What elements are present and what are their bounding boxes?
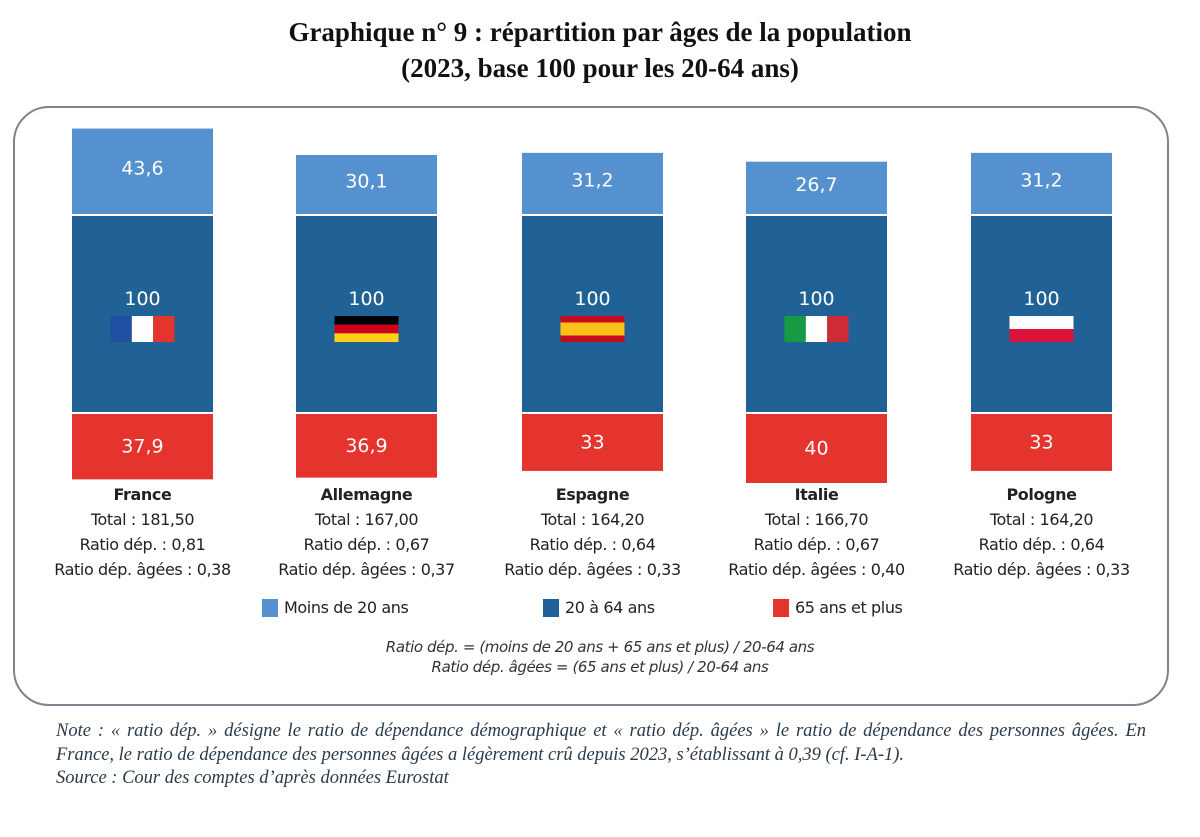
country-name: Pologne: [1006, 485, 1077, 504]
country-info-espagne: Espagne Total : 164,20 Ratio dép. : 0,64 Ra…: [463, 482, 723, 582]
country-ratio-dep-agees: Ratio dép. âgées : 0,33: [504, 560, 681, 579]
bar-plus65-pologne: [971, 414, 1112, 471]
country-name: Espagne: [555, 485, 630, 504]
label-plus65-france: 37,9: [121, 436, 163, 458]
es-flag-icon: [560, 316, 625, 342]
country-name: Italie: [794, 485, 839, 504]
note-text: Note : « ratio dép. » désigne le ratio d…: [56, 721, 1146, 765]
bar-plus65-italie: [746, 414, 887, 483]
label-plus65-italie: 40: [804, 437, 828, 459]
bar-20-64-france: [72, 216, 213, 412]
legend-label-20-64: 20 à 64 ans: [565, 598, 655, 617]
country-total: Total : 181,50: [90, 510, 195, 529]
bar-moins20-pologne: [971, 152, 1112, 214]
country-ratio-dep: Ratio dép. : 0,64: [529, 535, 656, 554]
country-name: Allemagne: [320, 485, 413, 504]
chart-title-line2: (2023, base 100 pour les 20-64 ans): [401, 53, 799, 83]
bar-moins20-allemagne: [296, 155, 437, 214]
fr-flag-icon: [110, 316, 175, 342]
label-moins20-italie: 26,7: [795, 174, 837, 196]
country-ratio-dep: Ratio dép. : 0,67: [753, 535, 880, 554]
legend-swatch-20-64: [543, 598, 559, 617]
bar-20-64-allemagne: [296, 216, 437, 412]
country-ratio-dep: Ratio dép. : 0,81: [79, 535, 206, 554]
bar-20-64-pologne: [971, 216, 1112, 412]
country-ratio-dep-agees: Ratio dép. âgées : 0,33: [953, 560, 1130, 579]
country-ratio-dep-agees: Ratio dép. âgées : 0,40: [728, 560, 905, 579]
legend-item-moins20: Moins de 20 ans: [262, 598, 409, 617]
country-info-france: France Total : 181,50 Ratio dép. : 0,81 Rat…: [13, 482, 273, 582]
legend-label-moins20: Moins de 20 ans: [284, 598, 409, 617]
country-total: Total : 167,00: [314, 510, 419, 529]
country-name: France: [113, 485, 172, 504]
it-flag-icon: [784, 316, 849, 342]
country-info-italie: Italie Total : 166,70 Ratio dép. : 0,67 Rat…: [687, 482, 947, 582]
label-plus65-espagne: 33: [580, 431, 604, 453]
label-moins20-espagne: 31,2: [571, 169, 613, 191]
country-total: Total : 166,70: [764, 510, 869, 529]
source-text: Source : Cour des comptes d’après donnée…: [56, 768, 449, 788]
label-plus65-pologne: 33: [1029, 431, 1053, 453]
chart-title: Graphique n° 9 : répartition par âges de…: [0, 14, 1200, 86]
pl-flag-icon: [1009, 316, 1074, 342]
label-20-64-espagne: 100: [574, 288, 610, 310]
country-total: Total : 164,20: [989, 510, 1094, 529]
label-moins20-france: 43,6: [121, 157, 163, 179]
bar-plus65-france: [72, 414, 213, 480]
formula-ratio-dep-agees: Ratio dép. âgées = (65 ans et plus) / 20…: [431, 658, 769, 676]
legend-item-plus65: 65 ans et plus: [773, 598, 903, 617]
country-ratio-dep: Ratio dép. : 0,64: [978, 535, 1105, 554]
bar-20-64-italie: [746, 216, 887, 412]
label-20-64-allemagne: 100: [348, 288, 384, 310]
label-moins20-allemagne: 30,1: [345, 171, 387, 193]
legend-label-plus65: 65 ans et plus: [795, 598, 903, 617]
label-20-64-italie: 100: [798, 288, 834, 310]
formula-ratio-dep: Ratio dép. = (moins de 20 ans + 65 ans e…: [385, 638, 815, 656]
bar-moins20-italie: [746, 161, 887, 214]
bar-moins20-france: [72, 128, 213, 214]
label-plus65-allemagne: 36,9: [345, 435, 387, 457]
country-info-pologne: Pologne Total : 164,20 Ratio dép. : 0,64 Ra…: [912, 482, 1172, 582]
country-ratio-dep: Ratio dép. : 0,67: [303, 535, 430, 554]
country-ratio-dep-agees: Ratio dép. âgées : 0,38: [54, 560, 231, 579]
chart-note: Note : « ratio dép. » désigne le ratio d…: [56, 720, 1146, 791]
bar-moins20-espagne: [522, 152, 663, 214]
bar-plus65-espagne: [522, 414, 663, 471]
label-moins20-pologne: 31,2: [1020, 169, 1062, 191]
label-20-64-france: 100: [124, 288, 160, 310]
chart-legend: Moins de 20 ans 20 à 64 ans 65 ans et pl…: [0, 598, 1200, 622]
country-ratio-dep-agees: Ratio dép. âgées : 0,37: [278, 560, 455, 579]
country-info-allemagne: Allemagne Total : 167,00 Ratio dép. : 0,67…: [237, 482, 497, 582]
chart-title-line1: Graphique n° 9 : répartition par âges de…: [288, 17, 912, 47]
label-20-64-pologne: 100: [1023, 288, 1059, 310]
de-flag-icon: [334, 316, 399, 342]
legend-item-20-64: 20 à 64 ans: [543, 598, 655, 617]
legend-swatch-plus65: [773, 598, 789, 617]
legend-swatch-moins20: [262, 598, 278, 617]
country-total: Total : 164,20: [540, 510, 645, 529]
bar-plus65-allemagne: [296, 414, 437, 478]
bar-20-64-espagne: [522, 216, 663, 412]
